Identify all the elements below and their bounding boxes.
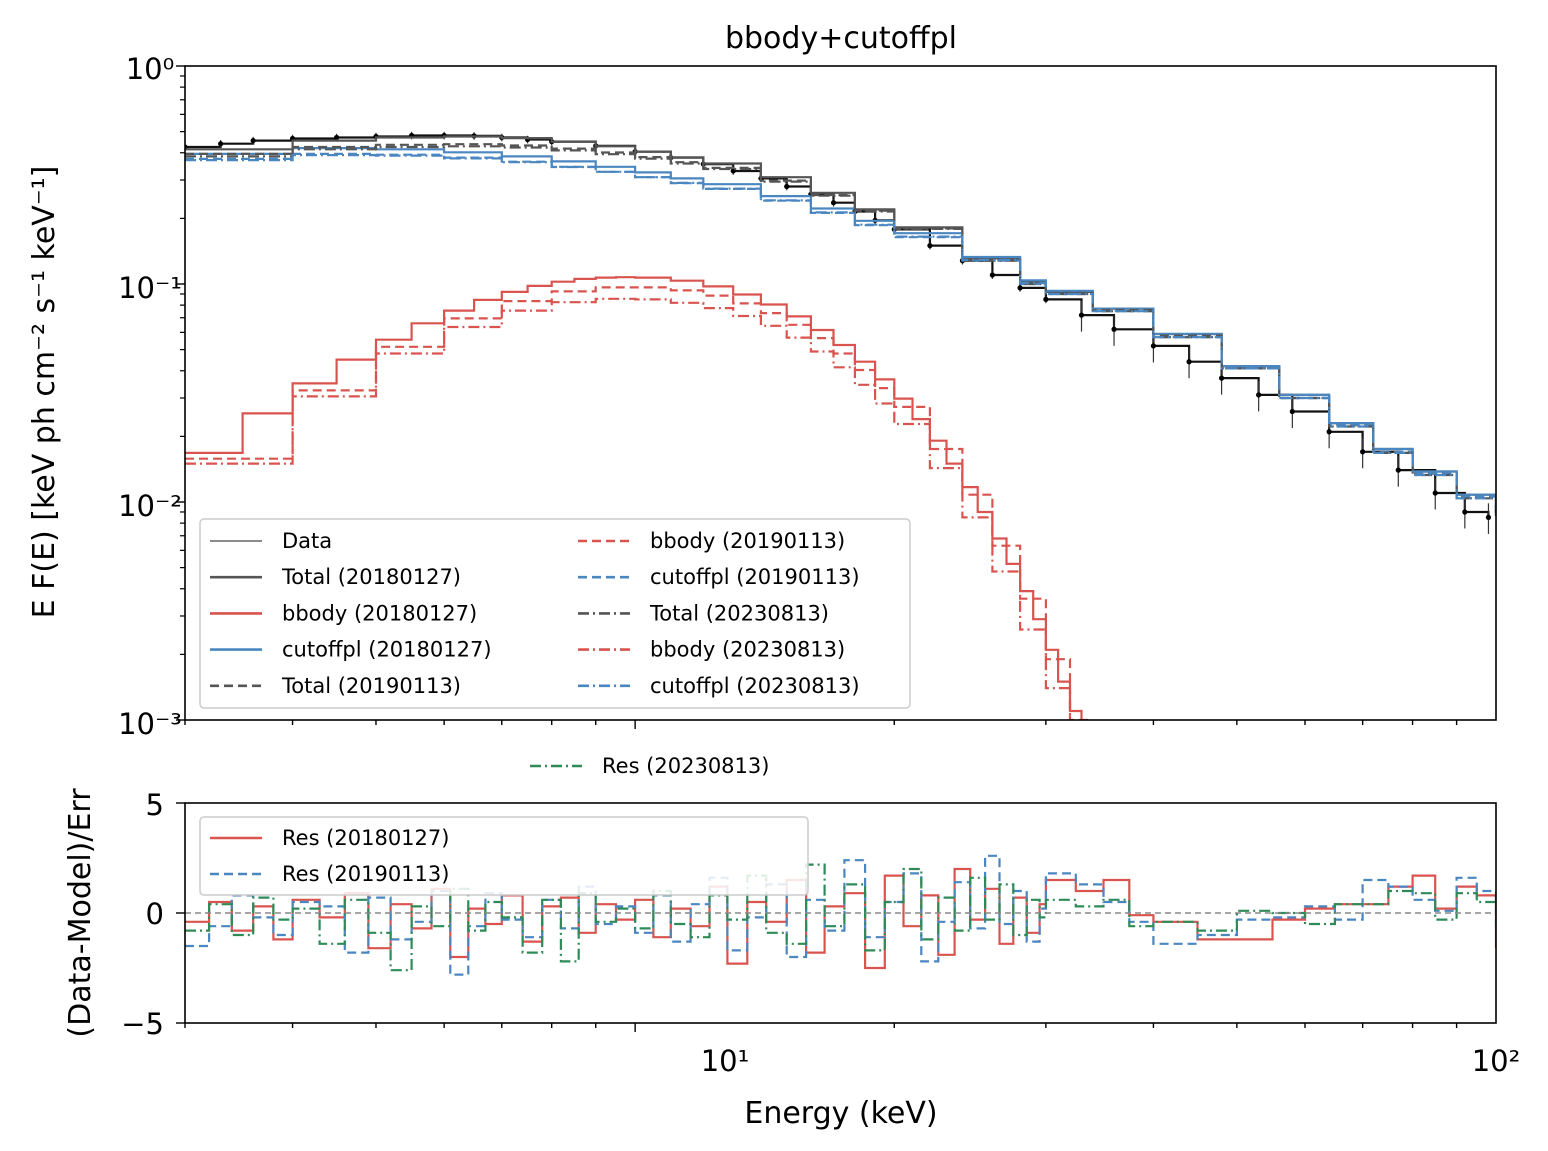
x-tick-label: 10² xyxy=(1472,1044,1521,1078)
spectrum-y-axis-label: E F(E) [keV ph cm⁻² s⁻¹ keV⁻¹] xyxy=(27,166,62,619)
y-tick-label: 10⁰ xyxy=(126,52,175,86)
x-axis-label: Energy (keV) xyxy=(744,1096,937,1131)
series-line xyxy=(185,145,1496,518)
y-tick-label: −5 xyxy=(121,1007,164,1041)
data-point xyxy=(1111,326,1117,332)
data-point xyxy=(218,141,224,147)
legend-item: bbody (20230813) xyxy=(578,638,845,662)
data-point xyxy=(1078,312,1085,318)
legend-label: cutoffpl (20230813) xyxy=(650,674,860,698)
legend-label: Total (20230813) xyxy=(649,601,829,625)
legend-label: bbody (20190113) xyxy=(650,529,845,553)
legend-item: Res (20180127) xyxy=(210,826,449,850)
data-point xyxy=(1186,359,1192,365)
data-point xyxy=(1462,509,1468,515)
legend-item: Res (20190113) xyxy=(210,862,449,886)
legend-label: Total (20180127) xyxy=(281,565,461,589)
data-point xyxy=(1043,296,1049,302)
data-point xyxy=(250,137,256,144)
y-tick-label: 0 xyxy=(146,897,164,931)
legend-item: cutoffpl (20190113) xyxy=(578,565,860,589)
legend-frame xyxy=(199,816,809,896)
legend-item: Data xyxy=(210,529,332,553)
data-point xyxy=(333,134,340,141)
spectrum-ticks xyxy=(176,65,1458,729)
legend-label: Res (20180127) xyxy=(282,826,449,850)
y-tick-label: 10⁻² xyxy=(118,489,182,523)
data-point xyxy=(927,243,933,249)
y-tick-label: 10⁻¹ xyxy=(118,271,182,305)
data-point xyxy=(1432,490,1438,496)
series-line xyxy=(185,154,1496,518)
legend-item: cutoffpl (20230813) xyxy=(578,674,860,698)
residual-ticks xyxy=(176,802,1458,1032)
series-line xyxy=(185,297,1072,720)
legend-label: bbody (20180127) xyxy=(282,601,477,625)
legend-label: Res (20230813) xyxy=(602,754,769,778)
legend-label: Data xyxy=(282,529,332,553)
legend-label: Res (20190113) xyxy=(282,862,449,886)
spectrum-panel: 10⁰ 10⁻¹ 10⁻² 10⁻³ E F(E) [keV ph cm⁻² s… xyxy=(27,52,1497,741)
chart-title: bbody+cutoffpl xyxy=(725,21,957,56)
data-point xyxy=(784,183,790,190)
data-point xyxy=(989,272,995,278)
series-line xyxy=(185,143,1496,517)
y-tick-label: 5 xyxy=(146,788,164,822)
data-point xyxy=(830,200,837,206)
data-point xyxy=(1395,467,1401,473)
legend-label: cutoffpl (20180127) xyxy=(282,638,492,662)
legend-item: Total (20180127) xyxy=(210,565,461,589)
spectrum-axes-frame xyxy=(184,65,1497,721)
residual-y-axis-label: (Data-Model)/Err xyxy=(63,788,98,1038)
legend-label: cutoffpl (20190113) xyxy=(650,565,860,589)
data-point xyxy=(1360,449,1366,455)
series-line xyxy=(185,276,1083,720)
data-point xyxy=(1150,343,1157,349)
data-point xyxy=(1017,285,1023,291)
legend-item: bbody (20190113) xyxy=(578,529,845,553)
residual-legend: Res (20180127) Res (20190113) Res (2023081… xyxy=(199,754,809,896)
spectrum-y-tick-labels: 10⁰ 10⁻¹ 10⁻² 10⁻³ xyxy=(118,52,182,741)
legend-label: Total (20190113) xyxy=(281,674,461,698)
legend-frame xyxy=(199,518,911,709)
data-point xyxy=(1289,408,1295,415)
residual-panel: 5 0 −5 10¹ 10² Energy (keV) (Data-Model)… xyxy=(63,754,1520,1131)
data-point xyxy=(1256,392,1262,398)
spectrum-legend: Data Total (20180127) bbody (20180127) cuto… xyxy=(199,518,911,709)
residual-line xyxy=(185,863,1496,972)
data-point xyxy=(1485,514,1492,520)
data-point xyxy=(1326,429,1332,435)
series-line xyxy=(185,135,1496,515)
legend-item: Res (20230813) xyxy=(530,754,769,778)
legend-item: bbody (20180127) xyxy=(210,601,477,625)
legend-item: Total (20230813) xyxy=(578,601,829,625)
data-point xyxy=(1218,375,1225,381)
series-line xyxy=(185,286,1094,720)
y-tick-label: 10⁻³ xyxy=(118,707,182,741)
x-tick-label: 10¹ xyxy=(701,1044,750,1078)
legend-item: Total (20190113) xyxy=(210,674,461,698)
spectrum-series-layer xyxy=(185,131,1496,720)
legend-label: bbody (20230813) xyxy=(650,638,845,662)
legend-item: cutoffpl (20180127) xyxy=(210,638,492,662)
